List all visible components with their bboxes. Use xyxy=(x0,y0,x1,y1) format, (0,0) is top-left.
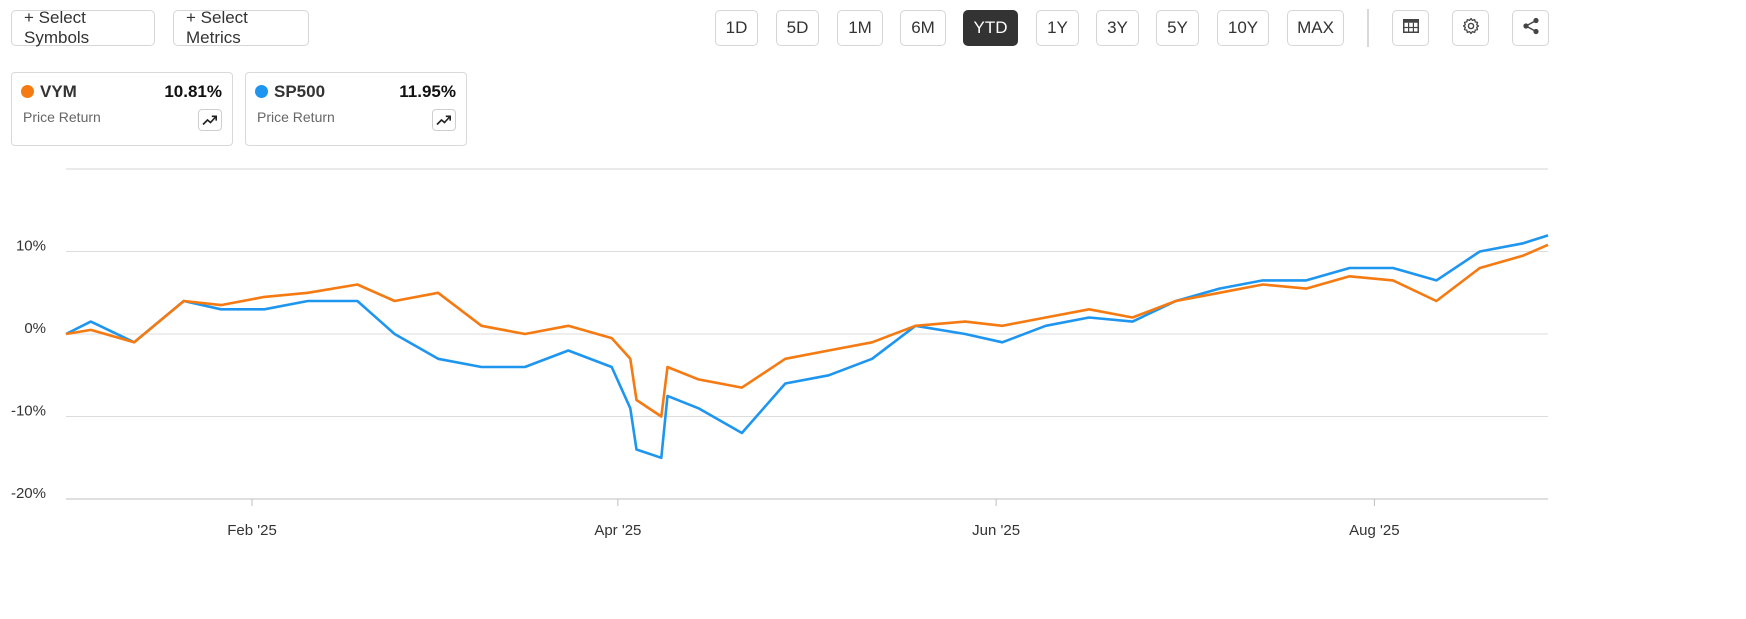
range-button-1y[interactable]: 1Y xyxy=(1036,10,1079,46)
trend-chart-icon[interactable] xyxy=(198,109,222,131)
symbol-card-vym[interactable]: VYM 10.81% Price Return xyxy=(11,72,233,146)
table-icon xyxy=(1402,18,1419,38)
series-color-dot xyxy=(21,85,34,98)
series-color-dot xyxy=(255,85,268,98)
card-symbol: SP500 xyxy=(274,82,326,101)
card-value: 10.81% xyxy=(164,82,222,101)
trend-chart-icon[interactable] xyxy=(432,109,456,131)
x-tick-label: Apr '25 xyxy=(594,522,641,539)
range-button-max[interactable]: MAX xyxy=(1287,10,1344,46)
x-tick-label: Feb '25 xyxy=(227,522,277,539)
card-metric: Price Return xyxy=(23,109,101,125)
y-tick-label: 0% xyxy=(24,320,46,337)
select-symbols-button[interactable]: + Select Symbols xyxy=(11,8,155,47)
settings-button[interactable] xyxy=(1452,10,1489,46)
range-button-ytd[interactable]: YTD xyxy=(963,10,1018,46)
share-button[interactable] xyxy=(1512,10,1549,46)
y-tick-label: 10% xyxy=(16,238,46,255)
card-metric: Price Return xyxy=(257,109,335,125)
range-button-6m[interactable]: 6M xyxy=(900,10,946,46)
card-symbol: VYM xyxy=(40,82,77,101)
range-button-3y[interactable]: 3Y xyxy=(1096,10,1139,46)
range-button-10y[interactable]: 10Y xyxy=(1217,10,1269,46)
select-metrics-button[interactable]: + Select Metrics xyxy=(173,8,309,47)
x-tick-label: Jun '25 xyxy=(972,522,1020,539)
range-button-1d[interactable]: 1D xyxy=(715,10,758,46)
table-view-button[interactable] xyxy=(1392,10,1429,46)
gear-icon xyxy=(1462,17,1480,40)
toolbar-divider xyxy=(1367,9,1369,47)
series-line-sp500 xyxy=(65,234,1549,460)
series-line-vym xyxy=(65,243,1549,418)
card-value: 11.95% xyxy=(399,82,456,101)
range-button-5y[interactable]: 5Y xyxy=(1156,10,1199,46)
price-return-chart[interactable]: 10% 0% -10% -20% Feb '25 Apr '25 Jun '25 Aug '2… xyxy=(0,160,1746,610)
y-tick-label: -20% xyxy=(11,485,46,502)
y-tick-label: -10% xyxy=(11,403,46,420)
share-icon xyxy=(1522,17,1540,40)
symbol-card-sp500[interactable]: SP500 11.95% Price Return xyxy=(245,72,467,146)
range-button-5d[interactable]: 5D xyxy=(776,10,819,46)
range-button-1m[interactable]: 1M xyxy=(837,10,883,46)
x-tick-label: Aug '25 xyxy=(1349,522,1399,539)
